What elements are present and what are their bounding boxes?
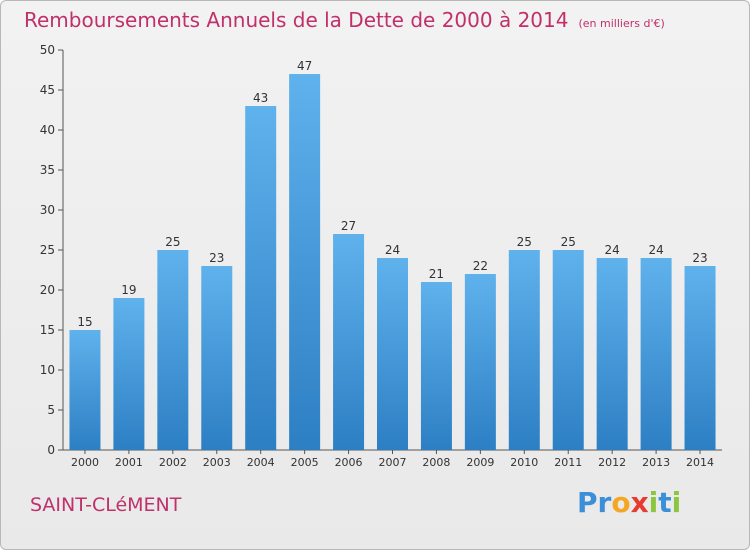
logo-letter: x [630, 486, 649, 519]
logo-letter: i [671, 486, 682, 519]
city-name: SAINT-CLéMENT [30, 494, 182, 516]
data-label-2000: 15 [77, 315, 92, 329]
logo-letter: r [597, 486, 612, 519]
bar-2001 [113, 298, 145, 450]
logo-letter: t [658, 486, 672, 519]
y-tick-label: 50 [40, 43, 55, 57]
y-tick-label: 45 [40, 83, 55, 97]
x-tick-label-2010: 2010 [510, 456, 538, 469]
x-tick-label-2006: 2006 [335, 456, 363, 469]
data-label-2012: 24 [605, 243, 620, 257]
chart-title-text: Remboursements Annuels de la Dette de 20… [24, 8, 569, 32]
logo-letter: P [577, 486, 598, 519]
y-tick-label: 10 [40, 363, 55, 377]
logo-letter: o [611, 486, 631, 519]
chart-title: Remboursements Annuels de la Dette de 20… [24, 8, 665, 32]
x-tick-label-2008: 2008 [422, 456, 450, 469]
x-tick-label-2013: 2013 [642, 456, 670, 469]
bar-2014 [684, 266, 716, 450]
proxiti-logo: Proxiti [577, 486, 681, 519]
x-tick-label-2002: 2002 [159, 456, 187, 469]
data-label-2013: 24 [648, 243, 663, 257]
x-tick-label-2004: 2004 [247, 456, 275, 469]
y-tick-label: 20 [40, 283, 55, 297]
x-tick-label-2009: 2009 [466, 456, 494, 469]
x-tick-label-2012: 2012 [598, 456, 626, 469]
bar-2000 [69, 330, 101, 450]
bar-2012 [596, 258, 628, 450]
bar-2003 [201, 266, 233, 450]
y-tick-label: 25 [40, 243, 55, 257]
logo-letter: i [648, 486, 659, 519]
bar-2007 [377, 258, 408, 450]
y-tick-label: 40 [40, 123, 55, 137]
data-label-2008: 21 [429, 267, 444, 281]
y-tick-label: 5 [47, 403, 55, 417]
bar-2008 [420, 282, 452, 450]
data-label-2005: 47 [297, 59, 312, 73]
bar-2004 [245, 106, 277, 450]
y-tick-label: 35 [40, 163, 55, 177]
data-label-2006: 27 [341, 219, 356, 233]
data-label-2001: 19 [121, 283, 136, 297]
x-tick-label-2011: 2011 [554, 456, 582, 469]
data-label-2003: 23 [209, 251, 224, 265]
data-label-2004: 43 [253, 91, 268, 105]
y-tick-label: 0 [47, 443, 55, 457]
bar-2002 [157, 250, 189, 450]
x-tick-label-2005: 2005 [291, 456, 319, 469]
y-tick-label: 30 [40, 203, 55, 217]
data-label-2011: 25 [561, 235, 576, 249]
x-tick-label-2003: 2003 [203, 456, 231, 469]
bar-2010 [508, 250, 540, 450]
bar-2006 [333, 234, 365, 450]
bar-2011 [552, 250, 584, 450]
data-label-2010: 25 [517, 235, 532, 249]
bar-2013 [640, 258, 672, 450]
x-tick-label-2000: 2000 [71, 456, 99, 469]
data-label-2002: 25 [165, 235, 180, 249]
data-label-2007: 24 [385, 243, 400, 257]
bar-2009 [464, 274, 496, 450]
x-tick-label-2001: 2001 [115, 456, 143, 469]
chart-unit: (en milliers d'€) [578, 17, 665, 30]
x-tick-label-2007: 2007 [379, 456, 407, 469]
y-tick-label: 15 [40, 323, 55, 337]
x-tick-label-2014: 2014 [686, 456, 714, 469]
bar-2005 [289, 74, 321, 450]
data-label-2009: 22 [473, 259, 488, 273]
data-label-2014: 23 [692, 251, 707, 265]
